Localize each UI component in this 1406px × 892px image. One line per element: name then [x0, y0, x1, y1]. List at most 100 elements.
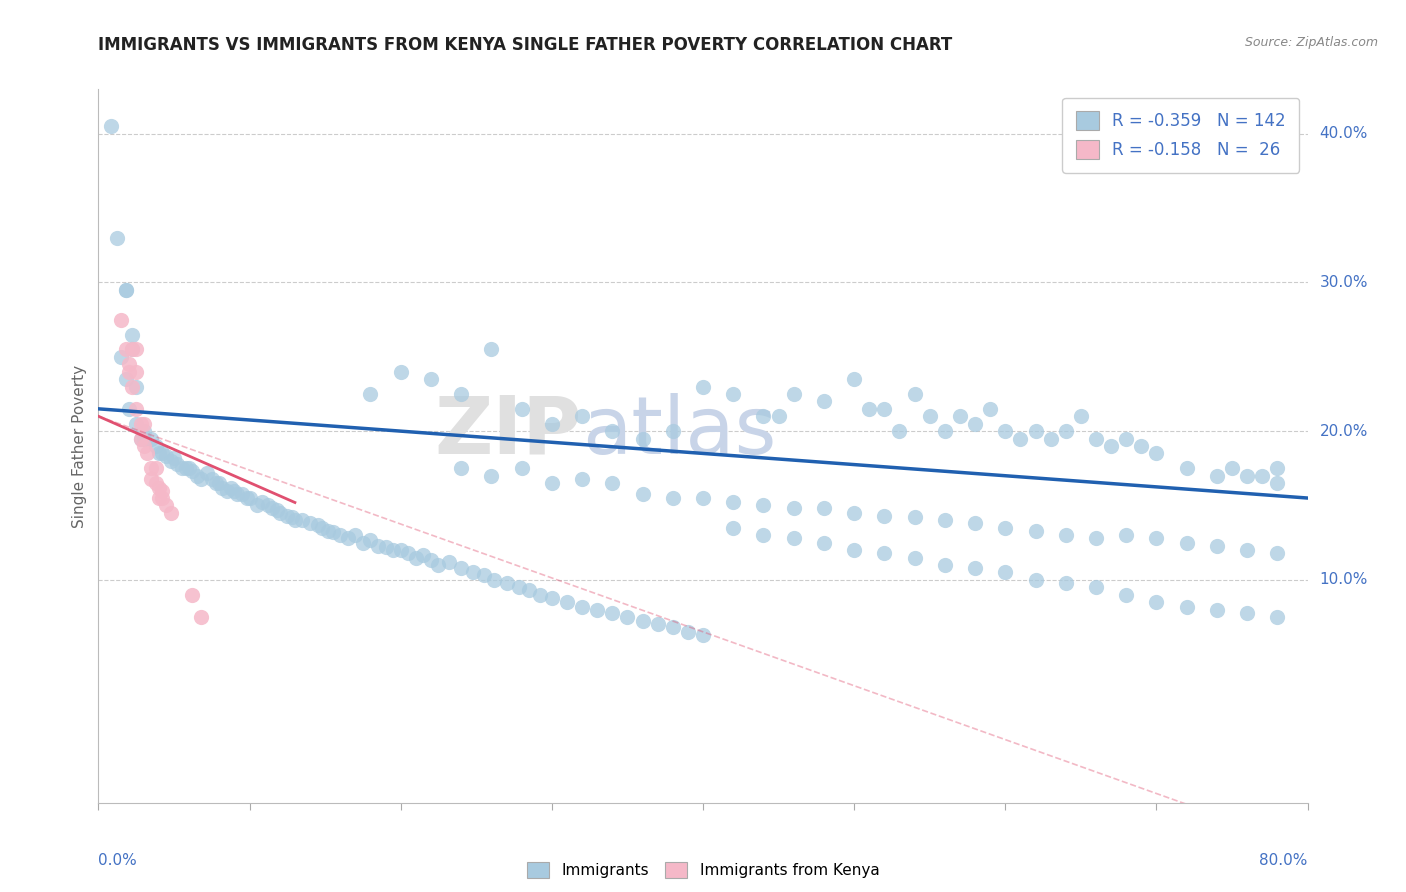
- Point: [221, 481, 243, 495]
- Text: 20.0%: 20.0%: [1320, 424, 1368, 439]
- Point: [1251, 468, 1274, 483]
- Point: [1265, 461, 1288, 475]
- Point: [631, 432, 654, 446]
- Point: [1099, 439, 1122, 453]
- Point: [132, 417, 155, 431]
- Point: [311, 521, 333, 535]
- Point: [1054, 528, 1077, 542]
- Point: [647, 617, 669, 632]
- Point: [676, 624, 699, 639]
- Point: [571, 472, 593, 486]
- Point: [1024, 424, 1046, 438]
- Point: [692, 491, 714, 505]
- Point: [215, 483, 238, 498]
- Point: [1070, 409, 1092, 424]
- Point: [316, 524, 339, 538]
- Point: [571, 409, 593, 424]
- Point: [208, 476, 231, 491]
- Point: [118, 401, 141, 416]
- Point: [782, 387, 804, 401]
- Point: [114, 372, 136, 386]
- Point: [1265, 546, 1288, 560]
- Point: [873, 401, 896, 416]
- Point: [1054, 575, 1077, 590]
- Point: [1236, 606, 1258, 620]
- Point: [721, 495, 744, 509]
- Point: [481, 468, 503, 483]
- Point: [450, 561, 472, 575]
- Point: [163, 450, 186, 465]
- Point: [291, 513, 314, 527]
- Point: [389, 543, 412, 558]
- Point: [782, 501, 804, 516]
- Point: [472, 568, 495, 582]
- Point: [540, 591, 562, 605]
- Legend: R = -0.359   N = 142, R = -0.158   N =  26: R = -0.359 N = 142, R = -0.158 N = 26: [1063, 97, 1299, 173]
- Point: [979, 401, 1001, 416]
- Point: [540, 417, 562, 431]
- Point: [121, 343, 143, 357]
- Point: [1175, 599, 1198, 614]
- Point: [602, 424, 624, 438]
- Point: [132, 439, 155, 453]
- Point: [1265, 476, 1288, 491]
- Point: [145, 439, 167, 453]
- Point: [510, 461, 533, 475]
- Point: [1206, 602, 1229, 616]
- Point: [170, 461, 193, 475]
- Point: [121, 343, 143, 357]
- Point: [352, 535, 374, 549]
- Point: [396, 546, 419, 560]
- Point: [129, 432, 152, 446]
- Point: [174, 461, 197, 475]
- Point: [382, 543, 405, 558]
- Point: [752, 409, 775, 424]
- Point: [419, 553, 441, 567]
- Point: [205, 476, 228, 491]
- Point: [150, 491, 173, 505]
- Point: [125, 365, 148, 379]
- Point: [934, 558, 956, 572]
- Point: [495, 575, 517, 590]
- Point: [889, 424, 911, 438]
- Point: [405, 550, 427, 565]
- Point: [1024, 524, 1046, 538]
- Point: [141, 461, 163, 475]
- Point: [114, 283, 136, 297]
- Point: [231, 486, 253, 500]
- Point: [160, 454, 183, 468]
- Point: [118, 357, 141, 371]
- Point: [181, 588, 204, 602]
- Point: [419, 372, 441, 386]
- Point: [190, 472, 212, 486]
- Point: [1206, 468, 1229, 483]
- Point: [129, 417, 152, 431]
- Point: [1144, 531, 1167, 545]
- Point: [246, 499, 269, 513]
- Point: [299, 516, 322, 531]
- Point: [125, 343, 148, 357]
- Point: [201, 472, 224, 486]
- Point: [190, 610, 212, 624]
- Point: [782, 531, 804, 545]
- Point: [114, 343, 136, 357]
- Point: [752, 499, 775, 513]
- Point: [1236, 468, 1258, 483]
- Point: [918, 409, 941, 424]
- Point: [1024, 573, 1046, 587]
- Point: [555, 595, 578, 609]
- Point: [540, 476, 562, 491]
- Point: [661, 491, 683, 505]
- Point: [934, 513, 956, 527]
- Point: [858, 401, 880, 416]
- Point: [150, 446, 173, 460]
- Point: [281, 510, 304, 524]
- Point: [1130, 439, 1153, 453]
- Point: [692, 628, 714, 642]
- Point: [239, 491, 262, 505]
- Point: [132, 432, 155, 446]
- Point: [269, 506, 291, 520]
- Point: [721, 387, 744, 401]
- Point: [276, 508, 298, 523]
- Point: [602, 476, 624, 491]
